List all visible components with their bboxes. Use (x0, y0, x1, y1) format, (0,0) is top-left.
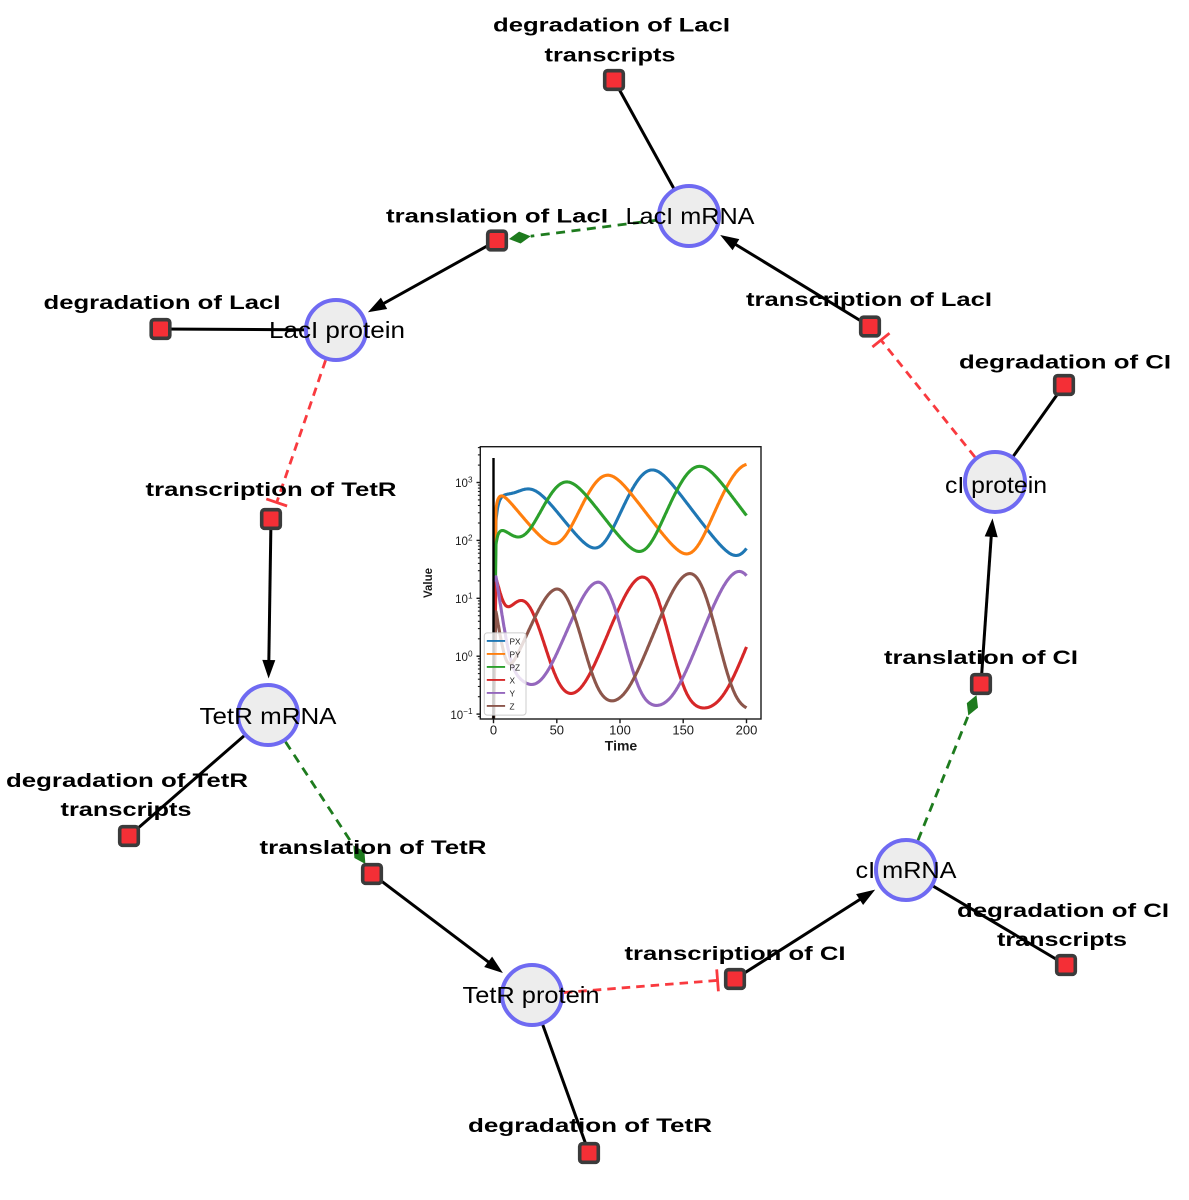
svg-text:degradation of CI: degradation of CI (959, 351, 1171, 373)
svg-text:degradation of LacI: degradation of LacI (493, 15, 730, 37)
svg-text:LacI protein: LacI protein (269, 317, 405, 343)
svg-text:PY: PY (510, 649, 522, 659)
svg-text:transcription of TetR: transcription of TetR (146, 479, 397, 501)
svg-text:TetR mRNA: TetR mRNA (200, 703, 337, 729)
svg-text:transcription of CI: transcription of CI (625, 943, 846, 965)
svg-text:degradation of TetR: degradation of TetR (468, 1115, 712, 1137)
svg-text:cI mRNA: cI mRNA (856, 857, 957, 883)
svg-text:degradation of LacI: degradation of LacI (44, 292, 281, 314)
svg-text:TetR protein: TetR protein (463, 982, 600, 1008)
svg-text:translation of LacI: translation of LacI (386, 205, 608, 227)
svg-text:transcripts: transcripts (545, 45, 676, 67)
svg-text:PX: PX (510, 636, 522, 646)
svg-text:transcripts: transcripts (997, 929, 1127, 951)
svg-text:transcription of LacI: transcription of LacI (746, 289, 992, 311)
svg-text:Y: Y (510, 688, 516, 698)
svg-text:translation of CI: translation of CI (884, 647, 1078, 669)
svg-text:100: 100 (609, 723, 631, 738)
svg-text:150: 150 (672, 723, 694, 738)
svg-text:Z: Z (510, 701, 515, 711)
svg-text:cI protein: cI protein (945, 472, 1047, 498)
svg-text:Value: Value (423, 568, 435, 598)
svg-text:degradation of TetR: degradation of TetR (6, 770, 248, 792)
svg-text:Time: Time (605, 738, 638, 754)
svg-text:200: 200 (736, 723, 758, 738)
svg-text:degradation of CI: degradation of CI (957, 900, 1169, 922)
svg-text:translation of TetR: translation of TetR (260, 837, 487, 859)
svg-text:LacI mRNA: LacI mRNA (626, 203, 755, 229)
svg-text:transcripts: transcripts (61, 799, 192, 821)
svg-text:X: X (510, 675, 516, 685)
svg-text:PZ: PZ (510, 662, 521, 672)
svg-text:0: 0 (490, 723, 497, 738)
svg-text:50: 50 (550, 723, 564, 738)
